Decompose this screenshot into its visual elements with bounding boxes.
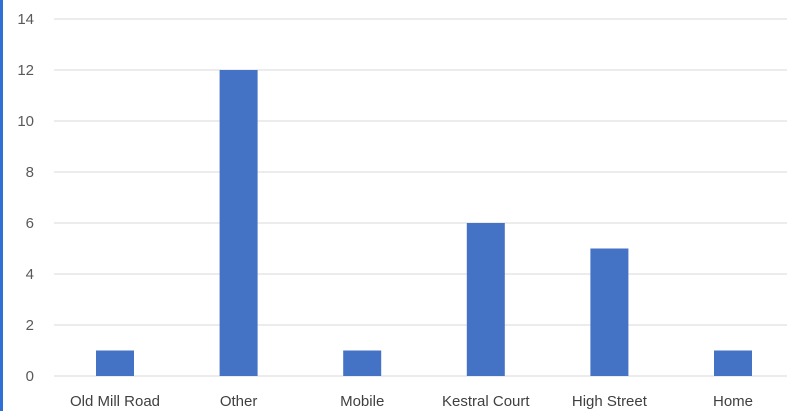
y-tick-label: 4 <box>26 266 34 283</box>
y-tick-label: 14 <box>17 11 34 28</box>
x-category-label: Mobile <box>340 393 384 410</box>
y-tick-label: 0 <box>26 368 34 385</box>
x-category-label: Kestral Court <box>442 393 530 410</box>
bar <box>343 350 382 376</box>
x-category-label: Home <box>713 393 753 410</box>
left-accent-border <box>0 0 3 411</box>
y-axis-tick-labels: 0 2 4 6 8 10 12 14 <box>17 11 34 385</box>
bar <box>219 70 258 376</box>
y-tick-label: 6 <box>26 215 34 232</box>
bar <box>590 248 629 376</box>
bar <box>96 350 134 376</box>
y-tick-label: 12 <box>17 62 34 79</box>
bars <box>96 70 752 376</box>
bar <box>466 223 505 376</box>
y-tick-label: 2 <box>26 317 34 334</box>
y-tick-label: 10 <box>17 113 34 130</box>
x-category-label: Old Mill Road <box>70 393 160 410</box>
gridlines <box>54 18 787 377</box>
x-category-label: High Street <box>572 393 648 410</box>
x-category-label: Other <box>220 393 258 410</box>
x-axis-category-labels: Old Mill Road Other Mobile Kestral Court Hig… <box>70 393 753 410</box>
bar <box>714 350 752 376</box>
y-tick-label: 8 <box>26 164 34 181</box>
